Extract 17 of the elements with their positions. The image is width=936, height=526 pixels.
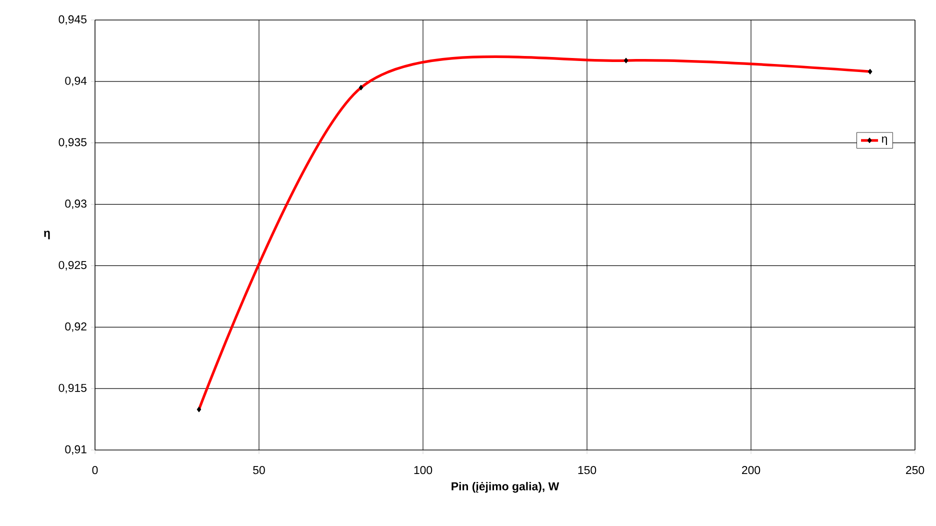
y-tick-label: 0,91 bbox=[65, 445, 86, 455]
y-tick-label: 0,925 bbox=[58, 260, 86, 270]
legend-label: η bbox=[882, 136, 887, 145]
y-tick-label: 0,94 bbox=[65, 76, 87, 86]
y-tick-label: 0,935 bbox=[58, 138, 86, 148]
x-tick-label: 100 bbox=[414, 466, 432, 474]
x-tick-label: 200 bbox=[742, 466, 760, 474]
x-tick-label: 150 bbox=[578, 466, 596, 474]
y-tick-label: 0,945 bbox=[58, 15, 86, 25]
y-axis-title: η bbox=[44, 230, 50, 240]
y-tick-label: 0,92 bbox=[65, 322, 86, 332]
x-tick-label: 250 bbox=[906, 466, 924, 474]
y-tick-label: 0,93 bbox=[65, 200, 86, 210]
x-tick-label: 50 bbox=[253, 466, 265, 474]
y-tick-label: 0,915 bbox=[58, 384, 86, 394]
x-tick-label: 0 bbox=[92, 466, 98, 474]
x-axis-title: Pin (įėjimo galia), W bbox=[452, 482, 560, 493]
